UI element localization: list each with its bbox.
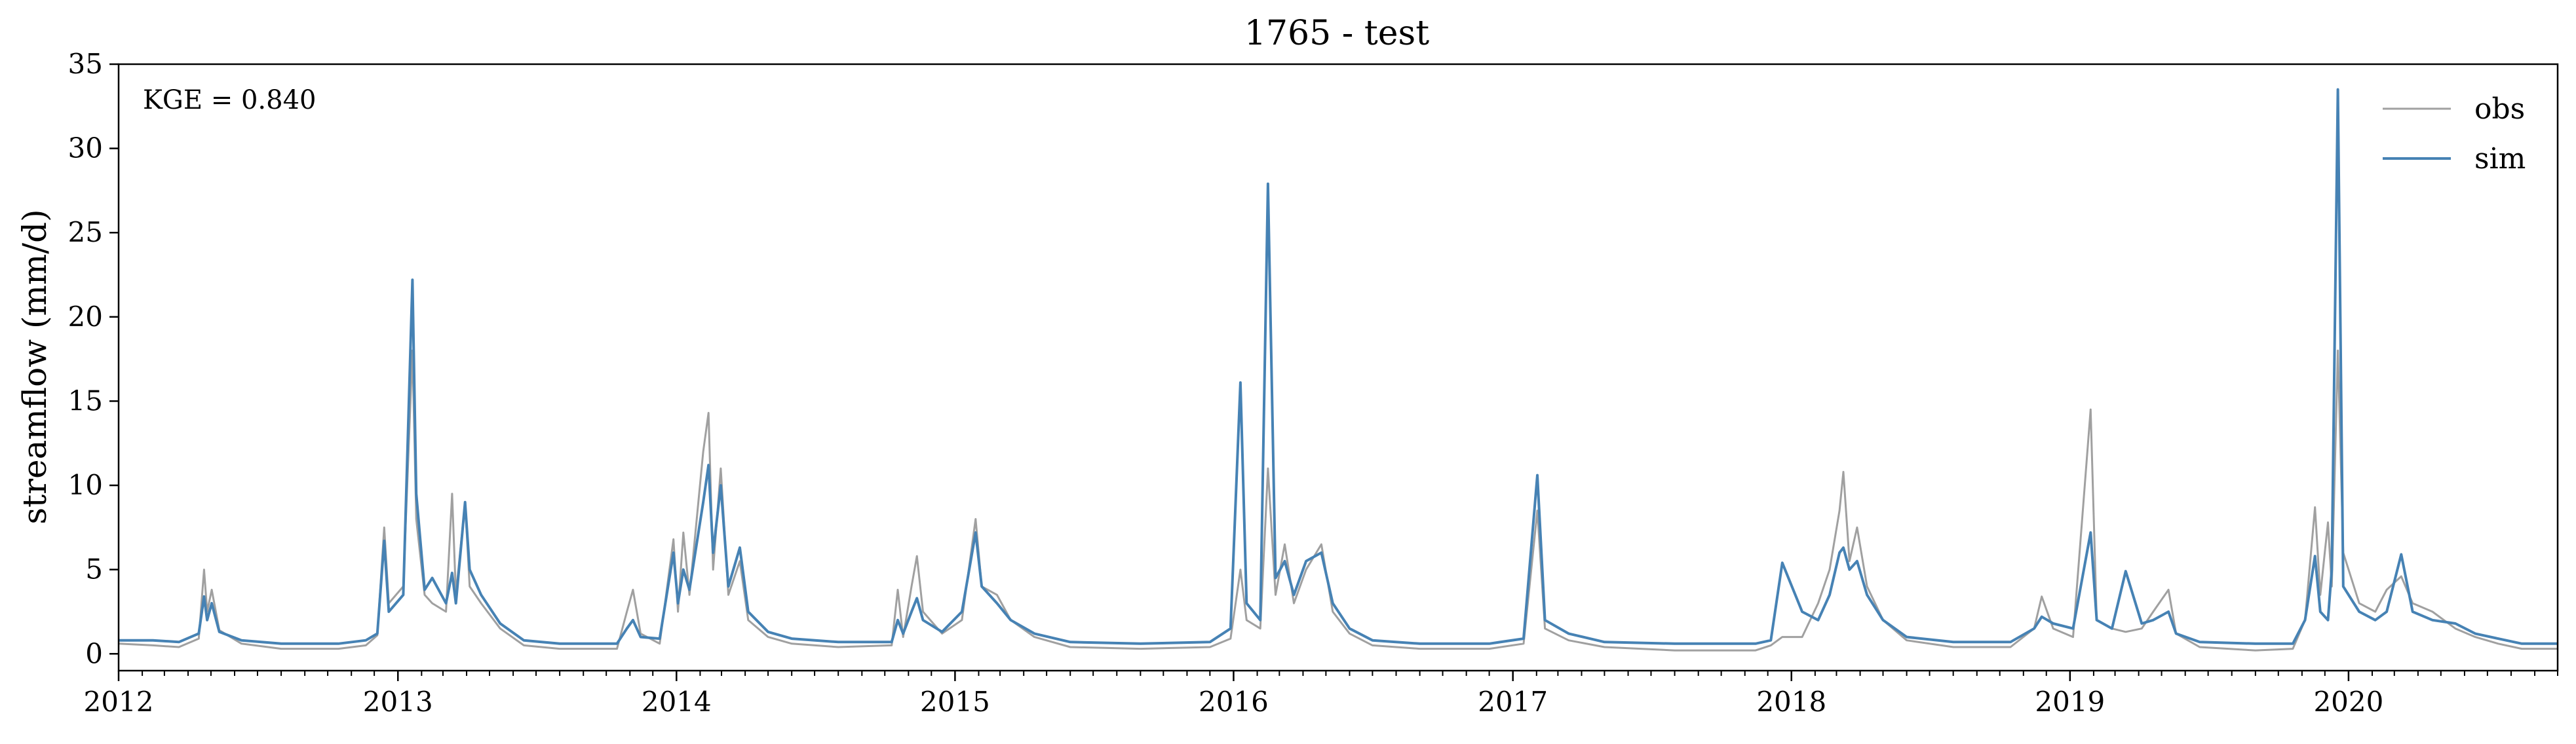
y-tick-label: 0 [85,637,103,669]
y-tick-label: 25 [68,216,103,248]
chart-title: 1765 - test [1244,14,1429,53]
legend-label-obs: obs [2474,92,2525,126]
y-tick-label: 15 [68,384,103,417]
legend-label-sim: sim [2474,142,2526,176]
x-tick-label: 2017 [1478,686,1548,718]
y-tick-label: 20 [68,301,103,333]
y-tick-label: 35 [68,48,103,80]
y-tick-label: 30 [68,132,103,164]
y-tick-label: 5 [85,553,103,586]
x-tick-label: 2018 [1756,686,1826,718]
x-tick-label: 2014 [642,686,712,718]
x-tick-label: 2012 [84,686,154,718]
x-tick-label: 2020 [2313,686,2383,718]
y-tick-label: 10 [68,469,103,501]
x-tick-label: 2019 [2035,686,2105,718]
y-axis-label: streamflow (mm/d) [16,209,54,524]
kge-annotation: KGE = 0.840 [143,85,317,115]
x-tick-label: 2013 [363,686,433,718]
x-tick-label: 2015 [920,686,990,718]
x-tick-label: 2016 [1199,686,1269,718]
